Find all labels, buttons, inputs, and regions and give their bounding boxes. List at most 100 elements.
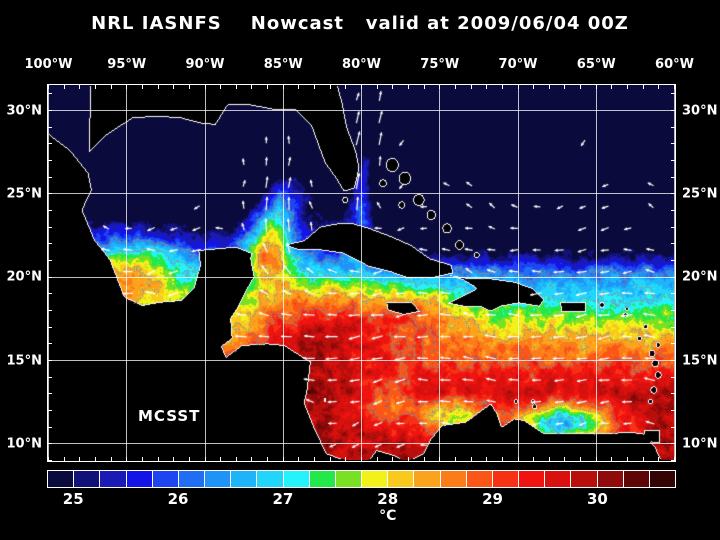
axis-minor-tick <box>298 85 300 89</box>
axis-minor-tick <box>671 176 675 178</box>
lat-tick-label: 30°N <box>6 103 42 118</box>
axis-minor-tick <box>486 457 488 461</box>
axis-minor-tick <box>126 457 128 461</box>
axis-minor-tick <box>658 85 660 89</box>
axis-minor-tick <box>671 310 675 311</box>
colorbar-band <box>466 471 493 487</box>
lon-tick-label: 100°W <box>24 57 73 72</box>
axis-minor-tick <box>454 85 456 89</box>
lon-tick-label: 60°W <box>655 57 694 72</box>
colorbar-band <box>283 471 310 487</box>
colorbar-band <box>231 471 258 487</box>
axis-minor-tick <box>671 226 675 228</box>
axis-minor-tick <box>63 457 65 461</box>
axis-minor-tick <box>376 457 378 461</box>
sst-map-canvas-container <box>48 85 675 461</box>
axis-minor-tick <box>48 393 52 395</box>
colorbar-tick-label: 26 <box>167 490 189 508</box>
axis-minor-tick <box>188 85 190 89</box>
lat-tick-label: 15°N <box>6 353 42 368</box>
axis-minor-tick <box>329 85 331 89</box>
colorbar-band <box>649 471 676 487</box>
lat-tick-label: 25°N <box>6 186 42 202</box>
axis-minor-tick <box>48 243 52 245</box>
axis-minor-tick <box>48 360 52 361</box>
colorbar-band <box>335 471 363 487</box>
axis-minor-tick <box>501 85 503 89</box>
axis-minor-tick <box>548 457 550 461</box>
sst-field-canvas <box>48 85 674 460</box>
colorbar-band <box>309 471 336 487</box>
axis-minor-tick <box>423 457 425 461</box>
axis-minor-tick <box>48 93 52 95</box>
axis-minor-tick <box>48 376 52 378</box>
longitude-axis: 100°W 95°W 90°W 85°W 80°W 75°W 70°W 65°W 60°W <box>0 57 720 75</box>
axis-minor-tick <box>671 160 675 161</box>
axis-minor-tick <box>454 457 456 461</box>
lon-tick-label: 85°W <box>263 57 303 72</box>
axis-minor-tick <box>611 85 613 89</box>
colorbar-band <box>388 471 415 487</box>
axis-minor-tick <box>548 85 550 89</box>
colorbar-band <box>519 471 546 487</box>
axis-minor-tick <box>671 110 675 111</box>
latitude-axis-right: 30°N 25°N 20°N 15°N 10°N <box>678 84 720 462</box>
axis-minor-tick <box>345 457 347 461</box>
axis-minor-tick <box>671 426 675 428</box>
axis-minor-tick <box>126 85 128 89</box>
axis-minor-tick <box>235 457 237 461</box>
axis-minor-tick <box>251 457 253 461</box>
axis-minor-tick <box>173 457 175 461</box>
axis-minor-tick <box>671 460 675 461</box>
axis-minor-tick <box>329 457 331 461</box>
axis-minor-tick <box>48 226 52 228</box>
axis-minor-tick <box>642 457 644 461</box>
axis-minor-tick <box>671 443 675 445</box>
colorbar-band <box>205 471 232 487</box>
axis-minor-tick <box>157 85 159 89</box>
axis-minor-tick <box>517 85 519 89</box>
axis-minor-tick <box>671 126 675 128</box>
lon-tick-label: 75°W <box>420 57 460 72</box>
axis-minor-tick <box>251 85 253 89</box>
axis-minor-tick <box>48 260 52 261</box>
colorbar-band <box>571 471 598 487</box>
axis-minor-tick <box>314 457 316 461</box>
axis-minor-tick <box>48 426 52 428</box>
chart-title-text: NRL IASNFS Nowcast valid at 2009/06/04 0… <box>91 12 629 34</box>
colorbar-band <box>597 471 624 487</box>
axis-minor-tick <box>48 457 49 461</box>
axis-minor-tick <box>110 457 112 461</box>
colorbar-band <box>178 471 206 487</box>
axis-minor-tick <box>48 160 52 161</box>
axis-minor-tick <box>439 85 441 89</box>
axis-minor-tick <box>392 85 394 89</box>
axis-minor-tick <box>48 443 52 445</box>
axis-minor-tick <box>173 85 175 89</box>
axis-minor-tick <box>470 457 472 461</box>
axis-minor-tick <box>141 85 143 89</box>
axis-minor-tick <box>470 85 472 89</box>
axis-minor-tick <box>63 85 65 89</box>
axis-minor-tick <box>110 85 112 89</box>
axis-minor-tick <box>671 243 675 245</box>
colorbar-tick-label: 28 <box>377 490 399 508</box>
axis-minor-tick <box>517 457 519 461</box>
colorbar-band <box>126 471 153 487</box>
axis-minor-tick <box>671 210 675 211</box>
axis-minor-tick <box>345 85 347 89</box>
axis-minor-tick <box>423 85 425 89</box>
axis-minor-tick <box>671 143 675 145</box>
axis-minor-tick <box>642 85 644 89</box>
lat-tick-label: 20°N <box>6 269 42 285</box>
axis-minor-tick <box>674 457 675 461</box>
axis-minor-tick <box>48 126 52 128</box>
axis-minor-tick <box>376 85 378 89</box>
axis-minor-tick <box>48 210 52 211</box>
lat-tick-label: 25°N <box>682 186 718 202</box>
axis-minor-tick <box>671 393 675 395</box>
axis-minor-tick <box>671 376 675 378</box>
axis-minor-tick <box>48 110 52 111</box>
axis-minor-tick <box>79 457 81 461</box>
colorbar-unit-label: °C <box>379 508 397 524</box>
